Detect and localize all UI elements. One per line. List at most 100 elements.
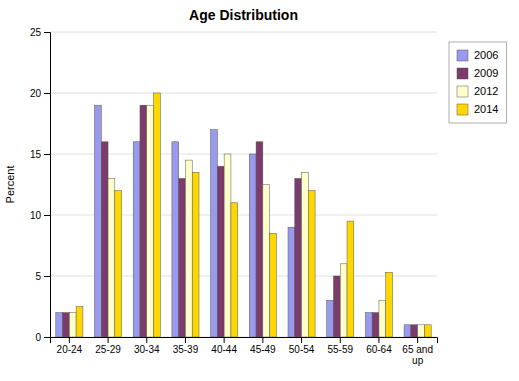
bar — [263, 185, 270, 338]
bar — [108, 178, 115, 337]
chart-container: 0 5 10 15 20 25 20-24 25-29 30-34 35-39 40-44 45-49… — [0, 0, 519, 381]
x-tick: 35-39 — [173, 337, 199, 355]
y-axis-title: Percent — [4, 166, 16, 204]
y-tick-mark — [44, 215, 50, 216]
bar — [333, 276, 340, 337]
bar-series — [56, 105, 411, 337]
plot-area: 0 5 10 15 20 25 20-24 25-29 30-34 35-39 40-44 45-49… — [30, 27, 438, 366]
legend: 2006 2009 2012 2014 — [449, 42, 506, 123]
chart-svg: 0 5 10 15 20 25 20-24 25-29 30-34 35-39 40-44 45-49… — [0, 0, 519, 381]
x-tick-mark — [340, 337, 341, 343]
bar — [270, 233, 277, 337]
x-tick-label: 25-29 — [95, 344, 121, 355]
bar — [411, 325, 418, 337]
legend-label: 2012 — [474, 85, 498, 97]
x-tick-label-line: 65 and — [402, 344, 433, 355]
x-axis-line — [51, 338, 438, 344]
y-tick-mark — [44, 276, 50, 277]
bar — [217, 166, 224, 337]
x-tick-mark — [108, 337, 109, 343]
y-tick-label: 15 — [30, 149, 42, 160]
legend-swatch — [457, 104, 468, 115]
bars — [56, 93, 431, 337]
x-tick-label: 30-34 — [134, 344, 160, 355]
legend-swatch — [457, 50, 468, 61]
x-tick-label: 55-59 — [327, 344, 353, 355]
x-tick-mark — [301, 337, 302, 343]
bar — [288, 227, 295, 337]
y-axis-line — [44, 33, 51, 338]
x-tick-label: 40-44 — [211, 344, 237, 355]
bar — [347, 221, 354, 337]
y-tick-label: 0 — [35, 332, 41, 343]
x-tick-label: 20-24 — [57, 344, 83, 355]
x-tick: 65 andup — [402, 337, 433, 366]
y-tick: 15 — [30, 149, 50, 160]
y-tick: 5 — [35, 271, 50, 282]
chart-title: Age Distribution — [189, 7, 298, 23]
grid — [50, 32, 437, 337]
y-tick: 25 — [30, 27, 50, 38]
bar — [69, 313, 76, 337]
y-tick-label: 20 — [30, 88, 42, 99]
bar — [140, 105, 147, 337]
x-tick-mark — [224, 337, 225, 343]
legend-swatch — [457, 68, 468, 79]
bar — [424, 325, 431, 337]
x-tick: 25-29 — [95, 337, 121, 355]
legend-box — [449, 42, 506, 123]
x-tick: 40-44 — [211, 337, 237, 355]
bar — [179, 178, 186, 337]
y-tick-mark — [44, 154, 50, 155]
bar — [185, 160, 192, 337]
x-tick-mark — [262, 337, 263, 343]
y-tick-label: 10 — [30, 210, 42, 221]
legend-item: 2009 — [457, 67, 498, 79]
x-tick-mark — [378, 337, 379, 343]
grid-line — [50, 32, 437, 33]
y-tick-mark — [44, 337, 50, 338]
y-tick: 10 — [30, 210, 50, 221]
legend-item: 2006 — [457, 49, 498, 61]
bar — [404, 325, 411, 337]
bar — [224, 154, 231, 337]
bar — [147, 105, 154, 337]
bar — [133, 142, 140, 337]
bar — [379, 300, 386, 337]
x-tick-mark — [417, 337, 418, 343]
legend-label: 2014 — [474, 103, 498, 115]
x-tick-mark — [69, 337, 70, 343]
x-tick: 55-59 — [327, 337, 353, 355]
bar — [327, 300, 334, 337]
bar — [256, 142, 263, 337]
x-tick-label-line: up — [412, 355, 424, 366]
bar — [115, 191, 122, 337]
y-tick-label: 25 — [30, 27, 42, 38]
bar-series — [63, 105, 418, 337]
bar — [418, 325, 425, 337]
bar — [211, 130, 218, 337]
bar — [386, 272, 393, 337]
y-tick: 20 — [30, 88, 50, 99]
bar — [154, 93, 161, 337]
x-axis: 20-24 25-29 30-34 35-39 40-44 45-49 50-54 55-59… — [51, 337, 438, 366]
bar — [302, 172, 309, 337]
bar — [231, 203, 238, 337]
x-tick-label: 65 andup — [402, 344, 433, 366]
y-tick-mark — [44, 93, 50, 94]
bar-series — [69, 105, 424, 337]
x-tick: 45-49 — [250, 337, 276, 355]
x-tick-mark — [146, 337, 147, 343]
bar — [76, 307, 83, 338]
x-tick-label: 50-54 — [289, 344, 315, 355]
bar — [249, 154, 256, 337]
legend-swatch — [457, 86, 468, 97]
x-tick-mark — [185, 337, 186, 343]
y-tick: 0 — [35, 332, 50, 343]
x-tick-label: 60-64 — [366, 344, 392, 355]
bar — [192, 172, 199, 337]
bar — [172, 142, 179, 337]
bar — [340, 264, 347, 337]
bar — [95, 105, 102, 337]
x-tick: 50-54 — [289, 337, 315, 355]
